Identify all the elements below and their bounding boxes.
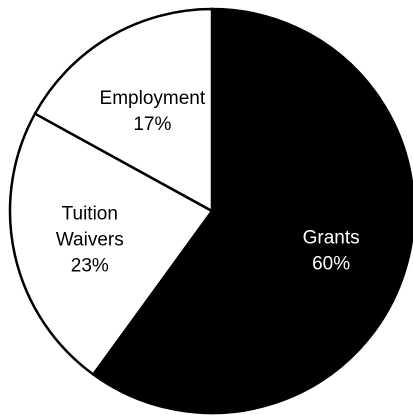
slice-label-grants: Grants 60%: [303, 228, 360, 275]
slice-name-label: Employment: [100, 88, 206, 109]
pie-slice-grants: [91, 7, 413, 415]
pie-labels: Grants 60% Tuition Waivers 23% Employment 17%: [56, 88, 360, 276]
slice-value-label: 60%: [312, 254, 350, 275]
slice-value-label: 23%: [71, 255, 109, 276]
slice-name-label: Grants: [303, 228, 360, 249]
pie-slice-employment: [33, 7, 214, 214]
slice-name-label: Tuition: [62, 203, 118, 224]
pie-slices: [8, 7, 413, 415]
slice-label-employment: Employment 17%: [100, 88, 206, 135]
pie-slice-tuition-waivers: [8, 111, 214, 377]
slice-value-label: 17%: [133, 114, 171, 135]
slice-name-label: Waivers: [56, 229, 124, 250]
slice-label-tuition-waivers: Tuition Waivers 23%: [56, 203, 124, 276]
